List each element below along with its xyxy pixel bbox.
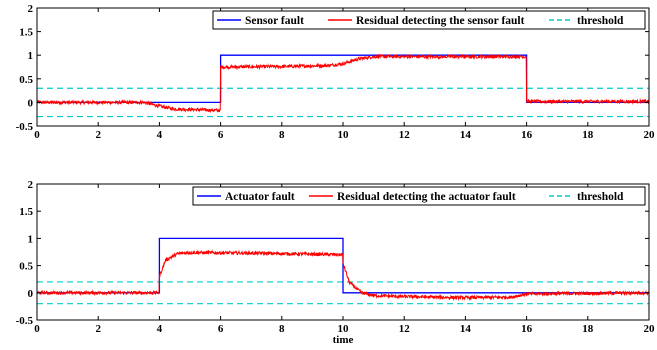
legend-label-residual: Residual detecting the sensor fault bbox=[356, 15, 525, 27]
y-tick-label: 0.5 bbox=[19, 74, 33, 86]
y-tick-label: 0.5 bbox=[19, 261, 33, 273]
x-tick-label: 12 bbox=[399, 129, 411, 141]
legend-box bbox=[192, 186, 646, 206]
actuator-fault-panel: 0 2 4 6 8 10 12 14 16 18 20-0.500.511.52timeActuat… bbox=[16, 179, 655, 346]
x-tick-label: 20 bbox=[644, 129, 656, 141]
x-tick-label: 6 bbox=[218, 323, 224, 335]
legend-label-residual: Residual detecting the actuator fault bbox=[337, 191, 516, 203]
x-tick-label: 4 bbox=[157, 129, 163, 141]
residual-line bbox=[36, 249, 650, 301]
y-tick-label: -0.5 bbox=[16, 315, 34, 327]
y-tick-label: 0 bbox=[28, 288, 34, 300]
y-tick-label: 1 bbox=[28, 50, 34, 62]
x-tick-label: 18 bbox=[582, 323, 594, 335]
y-tick-label: 2 bbox=[28, 3, 34, 15]
x-tick-label: 10 bbox=[338, 323, 350, 335]
x-tick-label: 2 bbox=[95, 323, 101, 335]
legend-box bbox=[212, 10, 646, 30]
x-tick-label: 0 bbox=[34, 323, 40, 335]
legend-label-fault: Sensor fault bbox=[245, 15, 304, 27]
x-tick-label: 8 bbox=[279, 323, 285, 335]
legend-label-threshold: threshold bbox=[577, 15, 624, 27]
x-tick-label: 14 bbox=[460, 129, 472, 141]
x-tick-label: 0 bbox=[34, 129, 40, 141]
y-tick-label: 1.5 bbox=[19, 206, 33, 218]
legend-label-threshold: threshold bbox=[577, 191, 624, 203]
x-tick-label: 12 bbox=[399, 323, 411, 335]
x-tick-label: 8 bbox=[279, 129, 285, 141]
x-tick-label: 18 bbox=[582, 129, 594, 141]
x-tick-label: 14 bbox=[460, 323, 472, 335]
x-tick-label: 16 bbox=[521, 129, 533, 141]
residual-line bbox=[36, 53, 650, 114]
y-tick-label: 1 bbox=[28, 233, 34, 245]
x-tick-label: 2 bbox=[95, 129, 101, 141]
y-tick-label: 2 bbox=[28, 179, 34, 191]
x-tick-label: 10 bbox=[338, 129, 350, 141]
x-tick-label: 6 bbox=[218, 129, 224, 141]
x-axis-label: time bbox=[333, 334, 354, 346]
x-tick-label: 16 bbox=[521, 323, 533, 335]
x-tick-label: 4 bbox=[157, 323, 163, 335]
y-tick-label: 0 bbox=[28, 97, 34, 109]
x-tick-label: 20 bbox=[644, 323, 656, 335]
y-tick-label: 1.5 bbox=[19, 27, 33, 39]
legend-label-fault: Actuator fault bbox=[225, 191, 295, 203]
y-tick-label: -0.5 bbox=[16, 121, 34, 133]
